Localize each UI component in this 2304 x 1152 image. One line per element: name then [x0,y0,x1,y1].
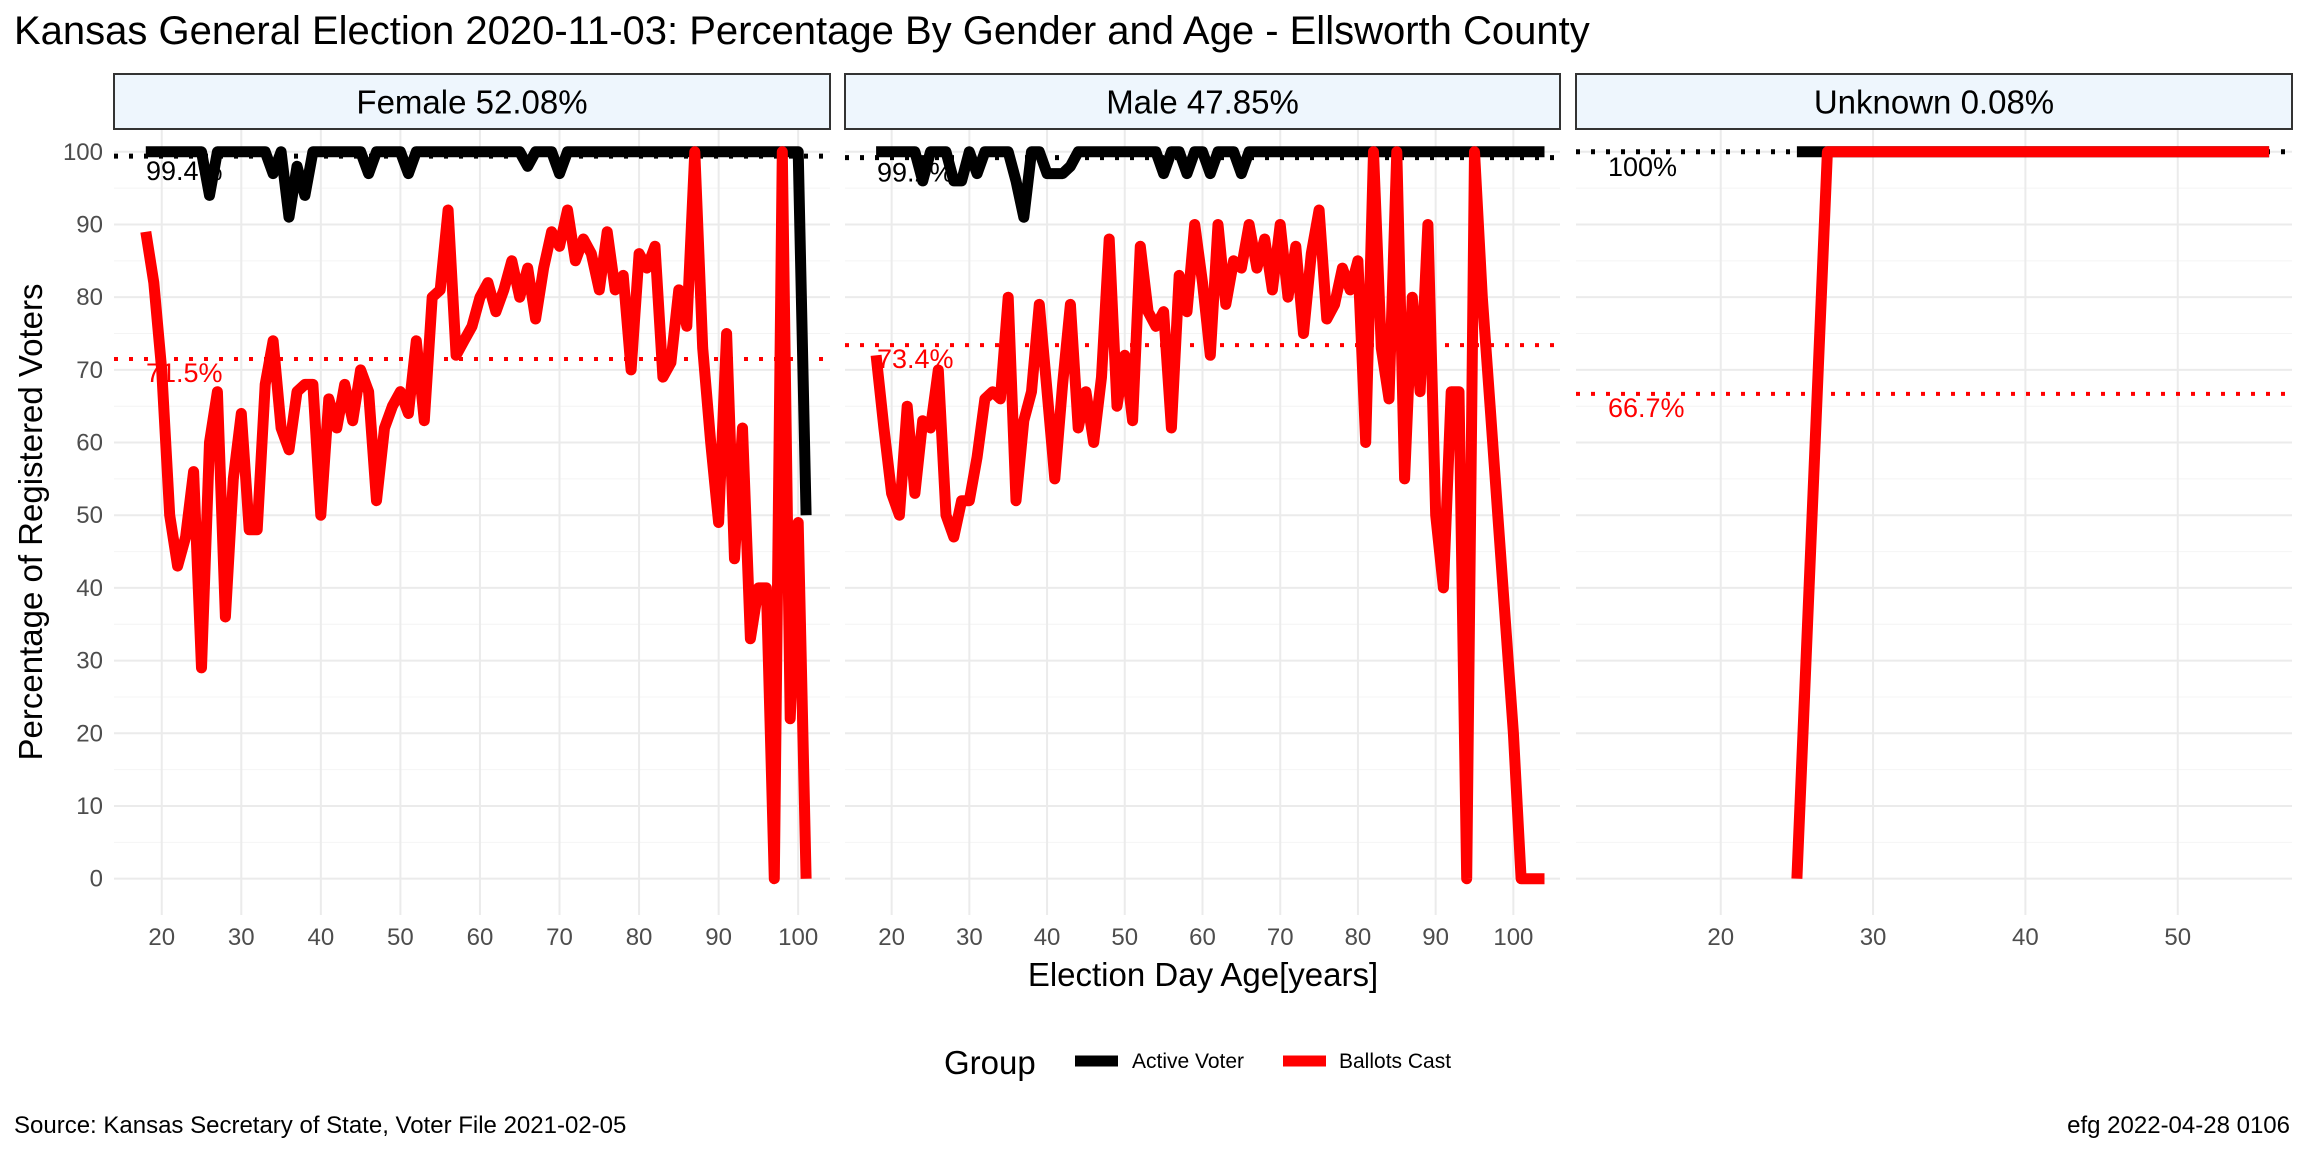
x-tick-label: 80 [626,924,653,951]
y-tick-label: 60 [76,430,103,457]
x-tick-label: 30 [956,924,983,951]
ballots-cast-line [1791,146,2270,879]
x-tick-label: 20 [878,924,905,951]
legend-title: Group [944,1044,1036,1081]
x-tick-label: 20 [1707,924,1734,951]
panel-1: Male 47.85% 20 30 40 50 60 70 80 90 100 99.2% 73.4% [844,73,1561,951]
strip-box [113,73,831,130]
x-tick-label: 50 [2164,924,2191,951]
x-tick-label: 30 [228,924,255,951]
x-tick-label: 100 [1493,924,1533,951]
x-axis-title: Election Day Age[years] [1028,956,1378,993]
x-tick-label: 90 [705,924,732,951]
ballots-cast-line [140,146,812,885]
x-tick-label: 50 [1111,924,1138,951]
x-tick-label: 40 [1034,924,1061,951]
x-tick-label: 80 [1345,924,1372,951]
y-tick-label: 20 [76,720,103,747]
x-tick-label: 60 [467,924,494,951]
strip-label: Female 52.08% [356,84,587,121]
x-tick-label: 40 [2012,924,2039,951]
x-tick-label: 90 [1422,924,1449,951]
y-tick-label: 80 [76,284,103,311]
strip-label: Male 47.85% [1106,84,1299,121]
x-tick-label: 20 [148,924,175,951]
ballots-mean-label: 71.5% [146,358,223,388]
y-tick-label: 10 [76,793,103,820]
x-tick-label: 70 [546,924,573,951]
legend-label-active: Active Voter [1132,1050,1244,1073]
legend: Group Active Voter Ballots Cast [944,1044,1451,1081]
strip-box [1575,73,2293,130]
y-tick-label: 40 [76,575,103,602]
active-mean-label: 100% [1608,152,1677,182]
x-tick-label: 100 [778,924,818,951]
credit-caption: efg 2022-04-28 0106 [2067,1112,2290,1139]
x-tick-label: 60 [1189,924,1216,951]
x-tick-label: 70 [1267,924,1294,951]
y-tick-label: 0 [90,866,103,893]
y-axis-title: Percentage of Registered Voters [12,284,49,761]
ballots-mean-label: 66.7% [1608,393,1685,423]
y-tick-label: 100 [63,139,103,166]
y-tick-label: 50 [76,502,103,529]
panel-2: Unknown 0.08% 20 30 40 50 100% 66.7% [1575,73,2293,951]
source-caption: Source: Kansas Secretary of State, Voter… [14,1112,626,1139]
legend-label-ballots: Ballots Cast [1339,1050,1451,1073]
active-voter-line [876,146,1545,223]
ballots-mean-label: 73.4% [877,344,954,374]
panel-0: Female 52.08% 0 10 20 30 40 50 60 70 80 90 100 20 30 4… [63,73,831,951]
y-tick-label: 30 [76,648,103,675]
strip-label: Unknown 0.08% [1814,84,2054,121]
ballots-cast-line [870,146,1545,885]
active-mean-label: 99.4% [146,156,223,186]
x-tick-label: 50 [387,924,414,951]
x-tick-label: 30 [1860,924,1887,951]
chart-title: Kansas General Election 2020-11-03: Perc… [14,9,1590,53]
x-tick-label: 40 [307,924,334,951]
y-tick-label: 90 [76,211,103,238]
facet-panels: Female 52.08% 0 10 20 30 40 50 60 70 80 90 100 20 30 4… [63,73,2293,951]
strip-box [844,73,1561,130]
active-mean-label: 99.2% [877,158,954,188]
y-tick-label: 70 [76,357,103,384]
